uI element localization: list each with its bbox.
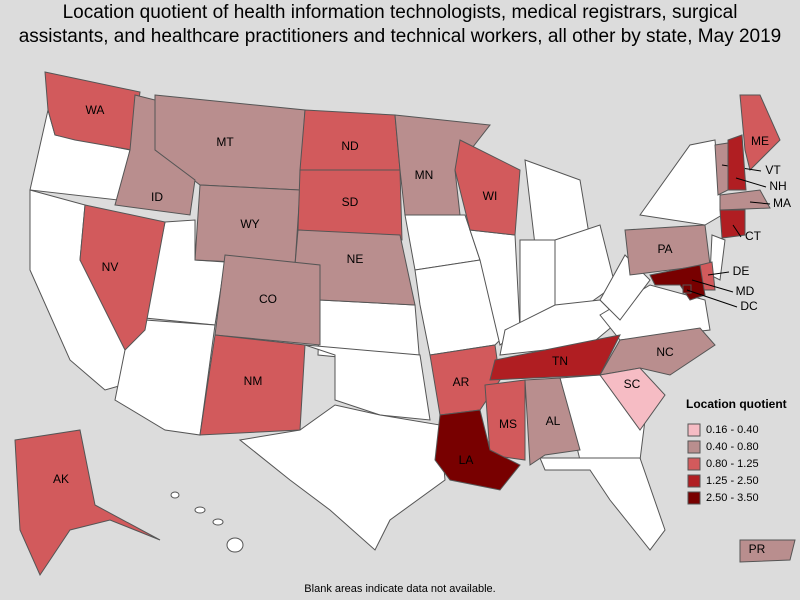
state-label: NV: [102, 260, 119, 274]
state: [434, 409, 521, 491]
state-label: MN: [415, 168, 434, 182]
state-label: NC: [656, 345, 674, 359]
state: [214, 254, 321, 346]
leader-line: [686, 289, 738, 308]
legend-label: 0.40 - 0.80: [706, 441, 759, 453]
island: [194, 506, 206, 514]
state-label: NH: [769, 179, 786, 193]
leader-line: [691, 279, 734, 293]
state-label: WA: [86, 103, 105, 117]
state: [79, 204, 166, 351]
title-line: assistants, and healthcare practitioners…: [19, 26, 782, 47]
legend-label: 2.50 - 3.50: [706, 492, 759, 504]
state-label: VT: [765, 163, 781, 177]
state-label: ME: [751, 134, 769, 148]
state: [14, 429, 161, 577]
state: [297, 169, 403, 241]
state: [394, 114, 491, 216]
state: [304, 344, 431, 421]
state: [524, 377, 581, 466]
state: [727, 134, 747, 191]
state: [719, 209, 746, 239]
state-label: ID: [151, 190, 163, 204]
state: [719, 189, 771, 211]
state-label: PA: [657, 242, 672, 256]
state-label: AK: [53, 472, 69, 486]
state: [682, 284, 692, 294]
legend-swatch: [687, 423, 701, 437]
state-label: CO: [259, 292, 277, 306]
state: [554, 224, 616, 311]
leader-line: [749, 201, 771, 205]
state-label: WI: [483, 189, 498, 203]
state-label: WY: [240, 217, 259, 231]
state: [709, 234, 726, 281]
island: [212, 518, 224, 526]
leader-line: [707, 271, 730, 276]
state-label: MA: [773, 196, 791, 210]
state: [454, 139, 521, 236]
footnote: Blank areas indicate data not available.: [304, 583, 495, 595]
island: [170, 491, 180, 499]
state: [238, 404, 446, 551]
leader-line: [735, 177, 767, 188]
state: [739, 539, 796, 563]
state: [639, 139, 723, 226]
legend-swatch: [687, 474, 701, 488]
legend-label: 0.80 - 1.25: [706, 458, 759, 470]
state-label: SD: [342, 195, 359, 209]
state-label: AR: [453, 375, 470, 389]
state-label: TN: [552, 354, 568, 368]
legend-swatch: [687, 457, 701, 471]
state-label: MD: [736, 284, 755, 298]
state-label: ND: [341, 139, 359, 153]
island: [226, 537, 244, 553]
state: [539, 457, 666, 551]
state-label: CT: [745, 229, 762, 243]
leader-line: [732, 224, 742, 238]
state: [739, 94, 781, 171]
state: [599, 367, 666, 431]
state-label: DE: [733, 264, 750, 278]
legend-label: 1.25 - 2.50: [706, 475, 759, 487]
state: [44, 71, 141, 151]
state-label: DC: [740, 299, 758, 313]
state: [484, 379, 526, 461]
legend-swatch: [687, 491, 701, 505]
legend-label: 0.16 - 0.40: [706, 424, 759, 436]
state-label: SC: [624, 377, 641, 391]
legend-swatch: [687, 440, 701, 454]
state-label: PR: [749, 542, 766, 556]
state-label: AL: [546, 414, 561, 428]
state-label: NE: [347, 252, 364, 266]
state-label: LA: [459, 453, 474, 467]
state: [114, 94, 196, 216]
state-label: MT: [216, 135, 234, 149]
title-line: Location quotient of health information …: [63, 2, 738, 23]
blank-states: [29, 109, 726, 553]
legend-box: [683, 393, 799, 515]
state: [199, 334, 306, 436]
state-label: MS: [499, 417, 517, 431]
state-label: NM: [244, 374, 263, 388]
legend-title: Location quotient: [686, 397, 787, 411]
